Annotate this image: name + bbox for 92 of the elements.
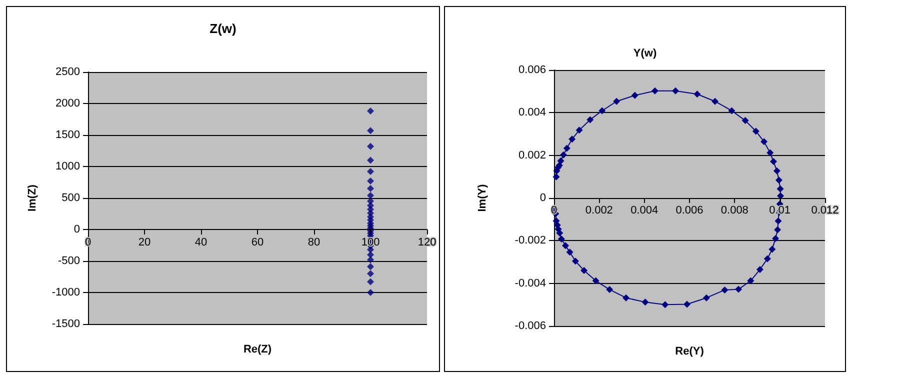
point (552, 173, 560, 180)
point (367, 127, 374, 134)
point (568, 136, 576, 143)
y-tick-label: -0.006 (514, 320, 546, 332)
x-tick-label: 0.004 (630, 204, 658, 216)
x-tick-label: 120 (418, 236, 436, 248)
point (774, 218, 782, 225)
point (367, 278, 374, 286)
point (651, 87, 658, 94)
point (642, 298, 649, 306)
point (756, 266, 764, 273)
y-tick-label: 500 (62, 192, 80, 204)
y-tick-label: -0.004 (514, 277, 546, 290)
y-tick-label: 2500 (56, 66, 80, 78)
point (752, 128, 760, 135)
point (747, 277, 754, 284)
point (367, 251, 374, 258)
x-tick-label: 0.012 (811, 204, 839, 216)
y-tick-label: 0.004 (518, 106, 546, 119)
point (367, 168, 374, 176)
point (684, 300, 691, 308)
x-tick-label: 40 (194, 236, 208, 248)
y-tick-label: 1000 (56, 160, 80, 172)
y-axis-title: Im(Z) (26, 184, 38, 212)
point (598, 107, 606, 114)
x-tick-label: 0.002 (585, 204, 613, 216)
chart-title: Z(w) (210, 21, 236, 36)
point (367, 108, 374, 115)
point (367, 142, 374, 150)
point (702, 294, 710, 302)
y-tick-label: -1500 (52, 318, 80, 330)
point (572, 258, 579, 265)
point (367, 263, 374, 270)
point (760, 138, 768, 146)
point (367, 256, 374, 264)
point (563, 144, 570, 152)
point (770, 158, 778, 166)
point (367, 156, 374, 164)
point (631, 92, 638, 99)
x-axis-title: Re(Z) (243, 344, 272, 356)
x-tick-label: 80 (308, 236, 320, 248)
point (728, 107, 736, 114)
x-axis-title: Re(Y) (675, 346, 704, 358)
chart-title: Y(w) (633, 48, 657, 60)
y-tick-label: 0 (74, 224, 80, 236)
point (367, 177, 374, 184)
point (562, 242, 570, 250)
point (774, 226, 782, 234)
point (367, 289, 374, 296)
point (586, 116, 594, 124)
point (672, 87, 679, 94)
point (721, 286, 728, 294)
point (694, 90, 701, 98)
x-tick-label: 20 (138, 236, 151, 248)
y-tick-label: 2000 (56, 98, 80, 110)
y-tick-label: -500 (58, 255, 80, 267)
point (662, 301, 669, 308)
point (367, 270, 374, 278)
point (742, 117, 749, 124)
point (606, 286, 614, 294)
y-tick-label: 0.006 (518, 64, 546, 76)
y-tick-label: -0.002 (514, 234, 546, 247)
point (775, 176, 782, 184)
point (768, 246, 776, 253)
y-tick-label: 1500 (56, 129, 80, 141)
point (712, 98, 719, 105)
point (367, 185, 374, 192)
y-tick-label: 0.002 (518, 149, 546, 162)
point (558, 235, 565, 242)
point (580, 267, 588, 274)
y-axis-title: Im(Y) (476, 184, 488, 212)
y-tick-label: -1000 (52, 286, 80, 298)
point (552, 217, 560, 224)
point (773, 167, 780, 174)
point (560, 151, 567, 158)
point (776, 185, 784, 192)
point (613, 98, 620, 105)
x-tick-label: 0.006 (676, 204, 704, 216)
point (622, 294, 630, 302)
point (566, 248, 574, 256)
point (592, 277, 600, 284)
point (557, 157, 564, 164)
point (766, 149, 774, 156)
x-tick-label: 0.008 (720, 204, 748, 216)
point (735, 286, 742, 293)
point (576, 126, 583, 134)
point (772, 235, 780, 242)
point (764, 255, 771, 262)
y-tick-label: 0 (540, 192, 546, 204)
point (367, 192, 374, 199)
x-tick-label: 60 (251, 236, 264, 248)
point (367, 246, 374, 254)
